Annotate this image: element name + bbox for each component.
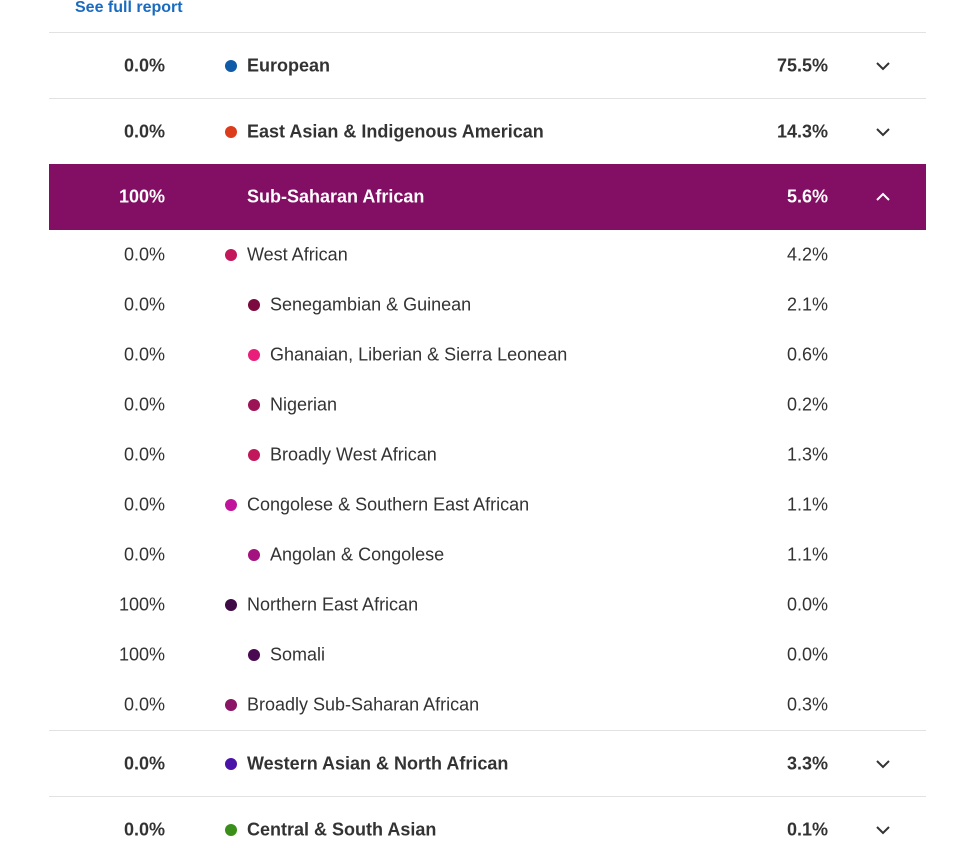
percent-left: 100% <box>118 644 165 665</box>
color-dot <box>225 758 237 770</box>
population-name: Western Asian & North African <box>247 753 509 774</box>
percent-right: 14.3% <box>776 121 828 142</box>
percent-right: 2.1% <box>786 294 828 315</box>
percent-right: 0.0% <box>786 644 828 665</box>
population-name: Broadly West African <box>270 444 437 465</box>
population-name: Central & South Asian <box>247 819 437 840</box>
population-name: Senegambian & Guinean <box>270 294 472 315</box>
color-dot <box>248 449 260 461</box>
population-name: Northern East African <box>247 594 419 615</box>
percent-right: 1.1% <box>786 494 828 515</box>
ancestry-row: 0.0% Nigerian 0.2% <box>49 380 926 430</box>
chevron-icon <box>876 192 890 201</box>
ancestry-row: 0.0% Broadly Sub-Saharan African 0.3% <box>49 680 926 730</box>
color-dot <box>248 299 260 311</box>
percent-left: 100% <box>118 594 165 615</box>
see-full-report-link[interactable]: See full report <box>75 0 183 16</box>
ancestry-row[interactable]: 0.0% European 75.5% <box>49 32 926 99</box>
population-name: West African <box>247 244 348 265</box>
ancestry-row: 0.0% Angolan & Congolese 1.1% <box>49 530 926 580</box>
color-dot <box>225 499 237 511</box>
percent-right: 1.3% <box>786 444 828 465</box>
percent-right: 0.3% <box>786 694 828 715</box>
population-name: East Asian & Indigenous American <box>247 121 544 142</box>
percent-left: 0.0% <box>123 494 165 515</box>
percent-right: 0.0% <box>786 594 828 615</box>
chevron[interactable] <box>876 61 890 71</box>
ancestry-row: 0.0% West African 4.2% <box>49 230 926 280</box>
ancestry-row[interactable]: 0.0% Central & South Asian 0.1% <box>49 796 926 853</box>
color-dot <box>248 349 260 361</box>
color-dot <box>225 599 237 611</box>
population-name: Congolese & Southern East African <box>247 494 530 515</box>
ancestry-row: 100% Northern East African 0.0% <box>49 580 926 630</box>
color-dot <box>225 699 237 711</box>
population-name: Angolan & Congolese <box>270 544 445 565</box>
color-dot <box>225 249 237 261</box>
percent-right: 0.1% <box>786 819 828 840</box>
percent-left: 100% <box>118 186 165 207</box>
percent-left: 0.0% <box>123 55 165 76</box>
ancestry-row: 0.0% Broadly West African 1.3% <box>49 430 926 480</box>
percent-right: 5.6% <box>786 186 828 207</box>
percent-left: 0.0% <box>123 819 165 840</box>
percent-right: 1.1% <box>786 544 828 565</box>
percent-left: 0.0% <box>123 344 165 365</box>
ancestry-row: 100% Somali 0.0% <box>49 630 926 680</box>
percent-right: 4.2% <box>786 244 828 265</box>
color-dot <box>248 649 260 661</box>
population-name: Somali <box>270 644 326 665</box>
ancestry-row: 0.0% Congolese & Southern East African 1.1… <box>49 480 926 530</box>
percent-left: 0.0% <box>123 753 165 774</box>
ancestry-row[interactable]: 100% Sub-Saharan African 5.6% <box>49 164 926 230</box>
percent-left: 0.0% <box>123 394 165 415</box>
chevron[interactable] <box>876 759 890 769</box>
chevron-icon <box>876 826 890 835</box>
color-dot <box>225 824 237 836</box>
ancestry-row: 0.0% Ghanaian, Liberian & Sierra Leonean 0… <box>49 330 926 380</box>
chevron-icon <box>876 128 890 137</box>
color-dot <box>225 60 237 72</box>
chevron[interactable] <box>876 127 890 137</box>
population-name: Nigerian <box>270 394 338 415</box>
percent-left: 0.0% <box>123 244 165 265</box>
color-dot <box>225 126 237 138</box>
percent-right: 0.2% <box>786 394 828 415</box>
percent-right: 0.6% <box>786 344 828 365</box>
chevron[interactable] <box>876 825 890 835</box>
chevron[interactable] <box>876 192 890 202</box>
percent-left: 0.0% <box>123 121 165 142</box>
percent-left: 0.0% <box>123 444 165 465</box>
population-name: Ghanaian, Liberian & Sierra Leonean <box>270 344 568 365</box>
chevron-icon <box>876 760 890 769</box>
population-name: Broadly Sub-Saharan African <box>247 694 480 715</box>
percent-left: 0.0% <box>123 294 165 315</box>
color-dot <box>248 549 260 561</box>
color-dot <box>248 399 260 411</box>
ancestry-row[interactable]: 0.0% Western Asian & North African 3.3% <box>49 730 926 797</box>
chevron-icon <box>876 62 890 71</box>
percent-left: 0.0% <box>123 694 165 715</box>
percent-right: 3.3% <box>786 753 828 774</box>
percent-right: 75.5% <box>776 55 828 76</box>
ancestry-row: 0.0% Senegambian & Guinean 2.1% <box>49 280 926 330</box>
population-name: European <box>247 55 331 76</box>
percent-left: 0.0% <box>123 544 165 565</box>
ancestry-row[interactable]: 0.0% East Asian & Indigenous American 14.3… <box>49 98 926 165</box>
population-name: Sub-Saharan African <box>247 186 425 207</box>
